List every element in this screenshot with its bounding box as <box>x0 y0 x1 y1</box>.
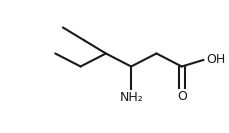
Text: NH₂: NH₂ <box>119 91 142 104</box>
Text: OH: OH <box>206 53 225 66</box>
Text: O: O <box>176 90 186 103</box>
